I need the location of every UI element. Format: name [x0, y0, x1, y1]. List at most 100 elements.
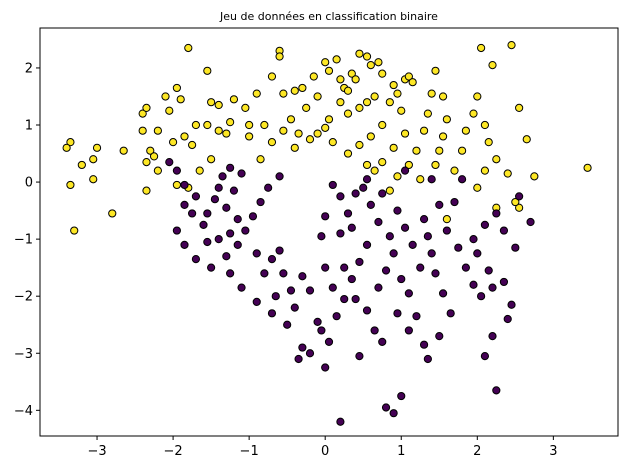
data-point-class-1-60	[314, 93, 321, 100]
data-point-class-1-75	[363, 99, 370, 106]
data-point-class-1-18	[154, 127, 161, 134]
data-point-class-1-23	[169, 139, 176, 146]
data-point-class-1-56	[280, 127, 287, 134]
data-point-class-0-78	[424, 355, 431, 362]
data-point-class-1-85	[367, 133, 374, 140]
data-point-class-0-123	[227, 270, 234, 277]
data-point-class-1-74	[371, 93, 378, 100]
data-point-class-0-63	[375, 284, 382, 291]
data-point-class-1-61	[322, 59, 329, 66]
data-point-class-1-21	[173, 84, 180, 91]
data-point-class-1-69	[356, 50, 363, 57]
data-point-class-0-111	[401, 167, 408, 174]
data-point-class-1-26	[189, 141, 196, 148]
data-point-class-0-87	[451, 198, 458, 205]
data-point-class-1-27	[185, 44, 192, 51]
data-point-class-0-107	[516, 193, 523, 200]
data-point-class-1-1	[63, 144, 70, 151]
data-point-class-1-117	[489, 61, 496, 68]
data-point-class-0-96	[474, 250, 481, 257]
data-point-class-0-68	[367, 201, 374, 208]
y-tick-label: 0	[25, 176, 33, 191]
data-point-class-1-108	[439, 133, 446, 140]
data-point-class-1-94	[401, 130, 408, 137]
x-tick-label: 2	[473, 444, 481, 459]
data-point-class-1-51	[291, 87, 298, 94]
data-point-class-1-112	[458, 147, 465, 154]
data-point-class-0-56	[322, 264, 329, 271]
data-point-class-0-39	[314, 318, 321, 325]
data-point-class-0-76	[405, 327, 412, 334]
data-point-class-1-70	[363, 53, 370, 60]
data-point-class-0-22	[208, 264, 215, 271]
data-point-class-0-10	[219, 173, 226, 180]
data-point-class-1-37	[173, 181, 180, 188]
data-point-class-0-121	[253, 298, 260, 305]
data-point-class-0-3	[192, 193, 199, 200]
data-point-class-0-26	[249, 213, 256, 220]
data-point-class-0-44	[322, 364, 329, 371]
data-point-class-0-115	[382, 404, 389, 411]
data-point-class-0-80	[447, 310, 454, 317]
data-point-class-1-6	[67, 181, 74, 188]
data-point-class-1-122	[474, 184, 481, 191]
data-point-class-1-78	[337, 99, 344, 106]
data-point-class-0-2	[181, 181, 188, 188]
data-point-class-0-40	[318, 327, 325, 334]
data-point-class-0-34	[280, 270, 287, 277]
data-point-class-0-117	[337, 418, 344, 425]
data-point-class-1-103	[424, 110, 431, 117]
data-point-class-0-101	[512, 244, 519, 251]
data-point-class-0-12	[238, 170, 245, 177]
data-point-class-1-105	[432, 67, 439, 74]
data-point-class-1-63	[333, 56, 340, 63]
data-point-class-1-49	[276, 53, 283, 60]
data-point-class-0-108	[527, 218, 534, 225]
data-point-class-0-11	[227, 164, 234, 171]
data-point-class-0-104	[489, 333, 496, 340]
data-point-class-0-21	[192, 256, 199, 263]
data-point-class-0-99	[493, 210, 500, 217]
data-point-class-1-30	[215, 101, 222, 108]
y-tick-label: −2	[14, 290, 33, 305]
y-tick-label: 1	[25, 119, 33, 134]
data-point-class-0-27	[257, 198, 264, 205]
data-point-class-0-4	[181, 201, 188, 208]
data-point-class-0-67	[375, 218, 382, 225]
data-point-class-1-9	[120, 147, 127, 154]
data-point-class-1-77	[344, 110, 351, 117]
data-point-class-0-118	[398, 392, 405, 399]
data-point-class-0-109	[458, 176, 465, 183]
data-point-class-1-111	[451, 167, 458, 174]
data-point-class-0-79	[436, 333, 443, 340]
data-point-class-0-103	[508, 301, 515, 308]
data-point-class-0-112	[363, 176, 370, 183]
y-tick-label: −1	[14, 233, 33, 248]
data-point-class-1-19	[162, 93, 169, 100]
data-point-class-0-38	[306, 287, 313, 294]
data-point-class-1-28	[204, 67, 211, 74]
data-point-class-0-102	[504, 315, 511, 322]
data-point-class-0-100	[500, 227, 507, 234]
data-point-class-0-129	[337, 230, 344, 237]
data-point-class-1-73	[379, 70, 386, 77]
data-point-class-1-81	[314, 130, 321, 137]
data-point-class-0-29	[276, 173, 283, 180]
data-point-class-1-97	[363, 161, 370, 168]
data-point-class-1-68	[352, 76, 359, 83]
data-point-class-0-74	[405, 290, 412, 297]
data-point-class-0-92	[478, 293, 485, 300]
x-tick-label: −3	[87, 444, 106, 459]
data-point-class-0-90	[462, 264, 469, 271]
data-point-class-1-50	[280, 90, 287, 97]
data-point-class-1-127	[523, 136, 530, 143]
data-point-class-1-99	[394, 173, 401, 180]
data-point-class-1-45	[268, 139, 275, 146]
data-point-class-1-113	[462, 127, 469, 134]
data-point-class-1-92	[409, 79, 416, 86]
data-point-class-1-3	[93, 144, 100, 151]
data-point-class-1-114	[470, 110, 477, 117]
data-point-class-0-128	[417, 264, 424, 271]
data-point-class-1-83	[344, 150, 351, 157]
